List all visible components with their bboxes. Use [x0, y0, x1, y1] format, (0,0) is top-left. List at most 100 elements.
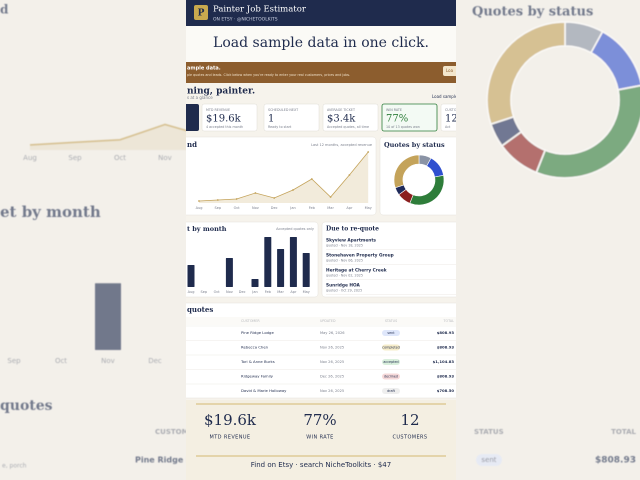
greeting: ning, painter. — [187, 87, 255, 97]
kpi-label: AVERAGE TICKET — [327, 108, 356, 112]
banner-button-label[interactable]: Loa — [446, 68, 454, 73]
point — [367, 151, 370, 153]
x-tick-label: Nov — [158, 154, 172, 162]
bg-pill — [476, 454, 502, 466]
x-tick-label: Sep — [214, 206, 221, 210]
banner-button[interactable] — [443, 66, 459, 76]
point — [348, 174, 351, 176]
requote-note: quoted · Nov 02, 2025 — [326, 274, 363, 278]
stat-value: 12 — [400, 411, 419, 429]
bg-text: d — [0, 3, 9, 17]
bg-cell: $808.93 — [595, 456, 636, 466]
cell: May 26, 2026 — [320, 331, 345, 335]
cell: Tori & Anne Burks — [240, 359, 275, 364]
card-subtitle: Accepted quotes only — [276, 227, 314, 231]
bar — [251, 279, 259, 287]
x-tick-label: Feb — [309, 206, 316, 210]
headline-band — [186, 26, 456, 62]
stat-label: MTD REVENUE — [210, 435, 251, 441]
background-left: d et by month quotes CUSTOMER Pine Ridge… — [0, 3, 214, 470]
point — [216, 199, 219, 201]
x-tick-label: Dec — [271, 206, 278, 210]
stat-label: CUSTOMERS — [392, 435, 427, 441]
status-pill — [382, 359, 400, 365]
bg-cell: sent — [481, 456, 496, 464]
card-title: Quotes by status — [384, 141, 445, 149]
bg-header: CUSTOMER — [155, 428, 199, 436]
donut-slice — [589, 30, 640, 91]
donut-slice — [486, 21, 566, 126]
kpi-value: $3.4k — [327, 114, 356, 125]
x-tick-label: Apr — [290, 290, 297, 294]
bg-cell: Pine Ridge Lodge — [135, 456, 214, 465]
kpi-card — [381, 103, 438, 132]
bar — [187, 265, 195, 287]
kpi-note: Ready to start — [268, 125, 292, 129]
app-subtitle: ON ETSY · @NICHETOOLKITS — [213, 17, 278, 23]
card — [186, 136, 377, 216]
cell: Nov 26, 2025 — [320, 389, 344, 393]
cell: $808.93 — [437, 374, 455, 379]
x-tick-label: Nov — [101, 357, 115, 365]
bar — [225, 258, 233, 287]
card-title: nd — [187, 140, 197, 149]
bg-heading: quotes — [0, 398, 53, 414]
x-tick-label: Dec — [239, 290, 246, 294]
status: declined — [384, 375, 398, 379]
bg-heading: et by month — [0, 203, 101, 221]
bg-header: TOTAL — [611, 428, 636, 436]
x-tick-label: Mar — [327, 206, 334, 210]
area — [199, 152, 369, 203]
x-tick-label: Aug — [23, 154, 37, 162]
x-tick-label: Aug — [196, 206, 203, 210]
kpi-label: WIN RATE — [386, 108, 402, 112]
x-tick-label: Oct — [114, 154, 126, 162]
x-tick-label: Dec — [148, 357, 162, 365]
kpi-label: MTD REVENUE — [206, 108, 230, 112]
cell: Dec 26, 2025 — [320, 375, 344, 379]
status: accepted — [383, 360, 398, 364]
card-title: t by month — [187, 225, 227, 233]
card — [321, 221, 456, 298]
headline: Load sample data in one click. — [213, 35, 429, 51]
kpi-value: $19.6k — [206, 114, 242, 125]
cell: $808.93 — [437, 345, 455, 350]
status: sent — [387, 331, 395, 335]
kpi-card — [201, 103, 258, 132]
status-pill — [382, 373, 400, 380]
x-tick-label: Sep — [200, 290, 207, 294]
footer: Find on Etsy · search NicheToolkits · $4… — [251, 461, 391, 469]
line — [198, 151, 369, 202]
header-band — [186, 317, 456, 325]
line — [29, 123, 186, 146]
kpi-card — [322, 103, 379, 132]
cell: Ridgeway Family — [241, 374, 274, 379]
kpi-card — [186, 104, 199, 131]
bg-heading: Quotes by status — [472, 5, 593, 20]
donut-slice — [393, 154, 420, 189]
cell: $808.93 — [437, 330, 455, 335]
bg-header: STATUS — [474, 428, 504, 436]
summary-panel — [186, 400, 456, 480]
point — [329, 196, 332, 198]
load-link[interactable]: Load sample d — [432, 94, 462, 99]
cell: $1,104.83 — [433, 359, 455, 364]
kpi-value: 1 — [268, 114, 274, 125]
kpi-note: 10 of 13 quotes won — [386, 125, 420, 129]
x-tick-label: Oct — [214, 290, 221, 294]
requote-note: quoted · Nov 18, 2025 — [326, 244, 363, 248]
point — [292, 189, 294, 191]
header-bar — [186, 0, 456, 26]
status-pill — [382, 388, 400, 394]
kpi-note: Accepted quotes, all time — [327, 125, 369, 129]
cell: David & Marie Holloway — [241, 388, 287, 393]
point — [235, 198, 238, 200]
x-tick-label: Sep — [68, 154, 82, 162]
x-tick-label: Jan — [289, 206, 295, 210]
kpi-label: CUSTO — [445, 108, 457, 112]
x-tick-label: Nov — [226, 290, 233, 294]
status: completed — [382, 346, 400, 350]
x-tick-label: Oct — [234, 206, 241, 210]
kpi-note: 4 accepted this month — [206, 125, 243, 129]
